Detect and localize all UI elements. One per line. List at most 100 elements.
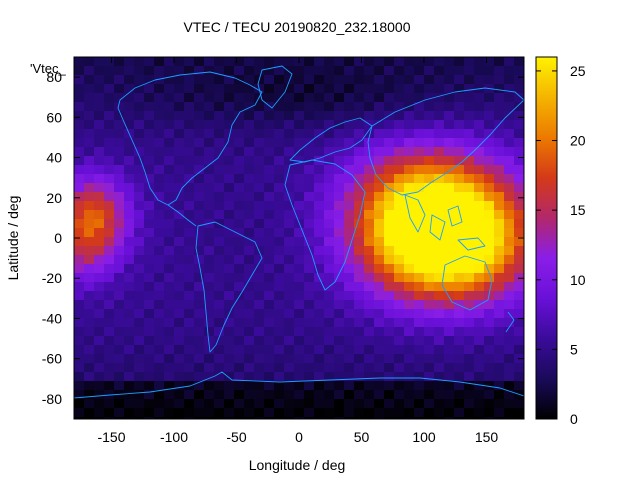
heatmap-cell [354, 156, 365, 166]
heatmap-cell [344, 237, 355, 247]
heatmap-cell [234, 228, 245, 238]
heatmap-cell [114, 156, 125, 166]
heatmap-cell [264, 417, 275, 419]
heatmap-cell [104, 129, 115, 139]
heatmap-cell [344, 390, 355, 400]
heatmap-cell [444, 255, 455, 265]
heatmap-cell [154, 399, 165, 409]
heatmap-cell [104, 237, 115, 247]
heatmap-cell [444, 345, 455, 355]
heatmap-cell [314, 408, 325, 418]
heatmap-cell [334, 183, 345, 193]
heatmap-cell [494, 246, 505, 256]
heatmap-cell [424, 336, 435, 346]
heatmap-cell [394, 417, 405, 419]
heatmap-cell [484, 228, 495, 238]
heatmap-cell [294, 408, 305, 418]
heatmap-cell [204, 327, 215, 337]
heatmap-cell [404, 336, 415, 346]
heatmap-cell [444, 75, 455, 85]
heatmap-cell [124, 408, 135, 418]
heatmap-cell [394, 336, 405, 346]
heatmap-cell [464, 183, 475, 193]
heatmap-cell [264, 237, 275, 247]
heatmap-cell [184, 219, 195, 229]
heatmap-cell [424, 300, 435, 310]
heatmap-cell [214, 399, 225, 409]
heatmap-cell [264, 291, 275, 301]
heatmap-cell [514, 174, 524, 184]
heatmap-cell [154, 138, 165, 148]
heatmap-cell [164, 309, 175, 319]
heatmap-cell [504, 300, 515, 310]
heatmap-cell [434, 417, 445, 419]
heatmap-cell [264, 138, 275, 148]
heatmap-cell [444, 408, 455, 418]
heatmap-cell [224, 273, 235, 283]
heatmap-cell [424, 219, 435, 229]
heatmap-cell [284, 327, 295, 337]
heatmap-cell [444, 66, 455, 76]
heatmap-cell [324, 129, 335, 139]
heatmap-cell [74, 210, 85, 220]
heatmap-cell [284, 174, 295, 184]
heatmap-cell [104, 219, 115, 229]
heatmap-cell [484, 111, 495, 121]
heatmap-cell [394, 273, 405, 283]
heatmap-cell [104, 183, 115, 193]
heatmap-cell [314, 138, 325, 148]
heatmap-cell [474, 120, 485, 130]
heatmap-cell [264, 327, 275, 337]
heatmap-cell [114, 345, 125, 355]
heatmap-cell [394, 147, 405, 157]
heatmap-cell [454, 93, 465, 103]
heatmap-cell [144, 282, 155, 292]
heatmap-cell [144, 201, 155, 211]
heatmap-cell [494, 336, 505, 346]
heatmap-cell [244, 246, 255, 256]
heatmap-cell [404, 219, 415, 229]
heatmap-cell [234, 120, 245, 130]
heatmap-cell [394, 111, 405, 121]
heatmap-cell [304, 327, 315, 337]
heatmap-cell [304, 345, 315, 355]
heatmap-cell [364, 372, 375, 382]
heatmap-cell [224, 228, 235, 238]
heatmap-cell [224, 291, 235, 301]
heatmap-cell [294, 300, 305, 310]
heatmap-cell [434, 111, 445, 121]
heatmap-cell [484, 57, 495, 67]
heatmap-cell [114, 66, 125, 76]
heatmap-cell [124, 93, 135, 103]
heatmap-cell [244, 237, 255, 247]
y-tick-label: 0 [54, 230, 62, 246]
heatmap-cell [264, 201, 275, 211]
heatmap-cell [304, 399, 315, 409]
heatmap-cell [354, 417, 365, 419]
heatmap-cell [494, 300, 505, 310]
heatmap-cell [254, 120, 265, 130]
heatmap-cell [464, 363, 475, 373]
heatmap-cell [484, 381, 495, 391]
heatmap-cell [504, 381, 515, 391]
heatmap-cell [154, 174, 165, 184]
heatmap-cell [394, 219, 405, 229]
heatmap-cell [264, 93, 275, 103]
heatmap-cell [444, 237, 455, 247]
heatmap-cell [294, 174, 305, 184]
heatmap-cell [284, 309, 295, 319]
heatmap-cell [514, 381, 524, 391]
heatmap-cell [424, 192, 435, 202]
heatmap-cell [304, 390, 315, 400]
heatmap-cell [454, 192, 465, 202]
heatmap-cell [494, 129, 505, 139]
heatmap-cell [304, 210, 315, 220]
heatmap-cell [144, 372, 155, 382]
heatmap-cell [174, 165, 185, 175]
heatmap-cell [314, 318, 325, 328]
coastline-india [404, 194, 426, 233]
heatmap-cell [144, 228, 155, 238]
heatmap-cell [404, 264, 415, 274]
heatmap-cell [414, 291, 425, 301]
heatmap-cell [324, 237, 335, 247]
